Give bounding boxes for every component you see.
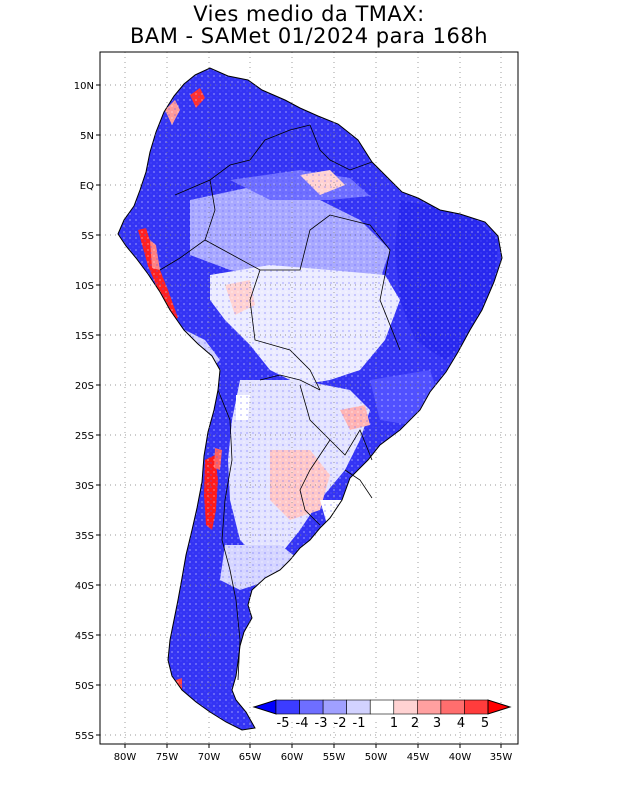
colorbar-swatch [299, 699, 324, 715]
colorbar-label: -2 [334, 716, 347, 731]
colorbar-label: 2 [411, 716, 419, 731]
map-title-line-2: BAM - SAMet 01/2024 para 168h [129, 24, 489, 48]
lon-label: 80W [114, 752, 137, 763]
lat-label: 10N [74, 81, 94, 92]
colorbar-swatch [440, 699, 465, 715]
lat-label: 5S [81, 231, 94, 242]
colorbar-label: -3 [315, 716, 328, 731]
lon-label: 70W [198, 752, 221, 763]
colorbar-labels: -5 -4 -3 -2 -1 1 2 3 4 5 [277, 716, 490, 731]
lon-label: 45W [407, 752, 430, 763]
lat-label: 50S [75, 681, 94, 692]
colorbar-swatch [369, 699, 395, 715]
colorbar-label: 1 [390, 716, 398, 731]
lat-label: 25S [75, 431, 94, 442]
colorbar-label: 5 [481, 716, 489, 731]
colorbar-swatch [393, 699, 418, 715]
lon-label: 75W [156, 752, 179, 763]
map-title-line-1: Vies medio da TMAX: [193, 2, 425, 26]
longitude-labels: 80W 75W 70W 65W 60W 55W 50W 45W 40W 35W [114, 752, 513, 763]
colorbar-label: -5 [277, 716, 290, 731]
lat-label: 55S [75, 731, 94, 742]
lon-label: 35W [490, 752, 513, 763]
lat-label: EQ [80, 181, 94, 192]
colorbar-swatch [417, 699, 442, 715]
colorbar-label: -4 [296, 716, 309, 731]
lon-label: 40W [449, 752, 472, 763]
graticule [100, 52, 518, 744]
country-borders [159, 124, 401, 681]
colorbar-swatch [346, 699, 371, 715]
plot-frame [99, 51, 519, 745]
lat-label: 15S [75, 331, 94, 342]
tick-marks [96, 84, 502, 748]
lat-label: 20S [75, 381, 94, 392]
lat-label: 35S [75, 531, 94, 542]
colorbar-label: 4 [457, 716, 465, 731]
lat-label: 45S [75, 631, 94, 642]
colorbar-label: -1 [353, 716, 366, 731]
lat-label: 40S [75, 581, 94, 592]
colorbar-swatch [275, 699, 300, 715]
lon-label: 50W [365, 752, 388, 763]
colorbar-swatch [464, 699, 489, 715]
lon-label: 60W [281, 752, 304, 763]
colorbar: -5 -4 -3 -2 -1 1 2 3 4 5 [252, 699, 512, 731]
lat-label: 30S [75, 481, 94, 492]
colorbar-swatches [252, 699, 512, 715]
colorbar-swatch-max-arrow [487, 699, 512, 715]
colorbar-label: 3 [433, 716, 441, 731]
colorbar-swatch [322, 699, 347, 715]
latitude-labels: 10N 5N EQ 5S 10S 15S 20S 25S 30S 35S 40S… [74, 81, 94, 742]
lat-label: 10S [75, 281, 94, 292]
lat-label: 5N [80, 131, 94, 142]
lon-label: 55W [323, 752, 346, 763]
lon-label: 65W [239, 752, 262, 763]
